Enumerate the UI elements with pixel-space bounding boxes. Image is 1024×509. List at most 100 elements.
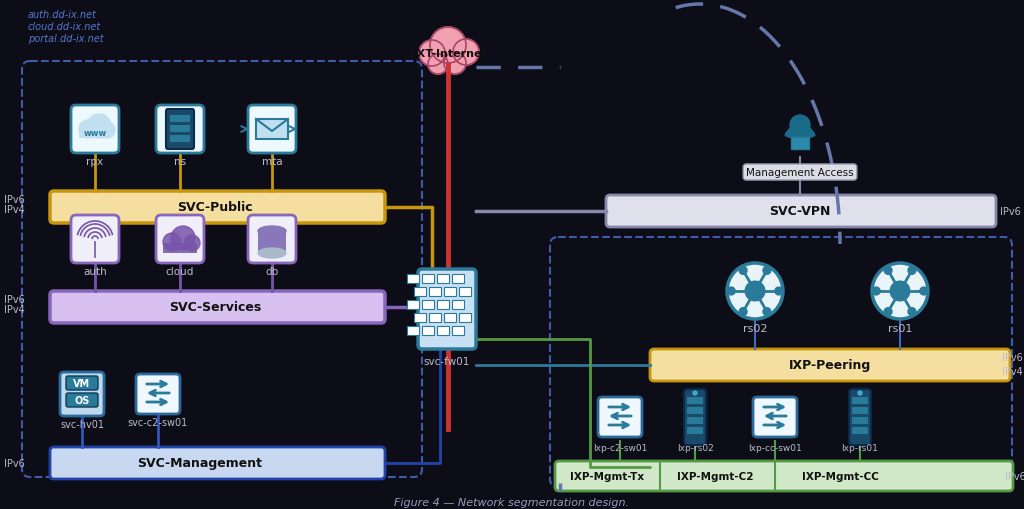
Circle shape [163,234,181,251]
Bar [791,138,809,150]
Bar [852,407,868,414]
Bar [687,427,703,434]
Text: IPv4: IPv4 [4,304,25,315]
FancyBboxPatch shape [71,106,119,154]
Bar [407,326,419,335]
FancyBboxPatch shape [248,106,296,154]
FancyBboxPatch shape [248,216,296,264]
Text: lxp-c2-sw01: lxp-c2-sw01 [593,443,647,452]
Text: SVC-Services: SVC-Services [169,301,261,314]
Bar [170,116,190,123]
Circle shape [739,267,748,275]
FancyBboxPatch shape [650,349,1010,381]
Circle shape [99,123,115,139]
Circle shape [87,115,111,139]
FancyBboxPatch shape [555,461,1013,491]
Bar [170,126,190,133]
Text: IPv6: IPv6 [4,194,25,205]
Text: db: db [265,267,279,276]
FancyBboxPatch shape [849,389,871,445]
Bar [852,417,868,424]
Text: IXP-Mgmt-Tx: IXP-Mgmt-Tx [570,471,644,481]
Text: svc-fw01: svc-fw01 [424,356,470,366]
Circle shape [727,264,783,319]
Circle shape [775,288,782,295]
Text: rpx: rpx [86,157,103,166]
Circle shape [453,40,479,66]
FancyBboxPatch shape [156,216,204,264]
FancyBboxPatch shape [50,447,385,479]
Circle shape [884,308,892,316]
Circle shape [890,281,909,301]
FancyBboxPatch shape [156,106,204,154]
FancyBboxPatch shape [684,389,706,445]
Text: lxp-rs02: lxp-rs02 [677,443,714,452]
Bar [407,300,419,309]
Circle shape [745,281,765,301]
Text: Management Access: Management Access [746,167,854,178]
Circle shape [908,267,915,275]
Text: IXP-Mgmt-C2: IXP-Mgmt-C2 [677,471,754,481]
Circle shape [858,391,862,395]
Text: cloud.dd-ix.net: cloud.dd-ix.net [28,22,101,32]
Circle shape [693,391,697,395]
Bar [422,326,434,335]
Bar [852,427,868,434]
Text: SVC-Public: SVC-Public [177,201,253,214]
FancyBboxPatch shape [71,216,119,264]
Circle shape [419,41,445,67]
Bar [170,136,190,143]
FancyBboxPatch shape [50,191,385,223]
Text: IPv4: IPv4 [4,205,25,215]
FancyBboxPatch shape [66,393,98,407]
Bar [422,300,434,309]
Bar [437,326,449,335]
Bar [407,274,419,284]
Circle shape [763,308,771,316]
Text: Figure 4 — Network segmentation design.: Figure 4 — Network segmentation design. [394,497,630,507]
Circle shape [790,116,810,136]
Text: IPv6: IPv6 [4,294,25,304]
FancyBboxPatch shape [598,397,642,437]
Bar [459,314,471,322]
Bar [79,127,111,139]
Circle shape [739,308,748,316]
Text: ns: ns [174,157,186,166]
Bar [437,274,449,284]
Bar [414,314,426,322]
Bar [429,288,441,296]
Bar [687,407,703,414]
Text: auth: auth [83,267,106,276]
Text: rs01: rs01 [888,323,912,333]
Bar [437,300,449,309]
Circle shape [430,28,466,64]
Text: portal.dd-ix.net: portal.dd-ix.net [28,34,103,44]
Bar [452,300,464,309]
Text: EXT-Internet: EXT-Internet [410,49,486,59]
Text: IPv6: IPv6 [999,207,1020,216]
Text: auth.dd-ix.net: auth.dd-ix.net [28,10,97,20]
Circle shape [727,288,735,295]
Text: IPv6: IPv6 [1005,471,1024,481]
Circle shape [184,236,200,251]
Circle shape [444,53,466,75]
Circle shape [872,288,880,295]
Text: IPv6: IPv6 [4,458,25,468]
Text: www: www [83,129,106,138]
Bar [163,243,197,253]
Ellipse shape [258,227,286,237]
Text: svc-c2-sw01: svc-c2-sw01 [128,417,188,427]
Circle shape [79,121,97,139]
Bar [429,314,441,322]
FancyBboxPatch shape [753,397,797,437]
Bar [852,397,868,404]
Bar [444,288,456,296]
Text: lxp-cc-sw01: lxp-cc-sw01 [749,443,802,452]
Text: VM: VM [74,378,90,388]
Circle shape [884,267,892,275]
Bar [452,326,464,335]
Text: IPv4: IPv4 [1001,366,1022,376]
Bar [687,397,703,404]
FancyBboxPatch shape [166,110,194,150]
Text: OS: OS [75,395,90,405]
